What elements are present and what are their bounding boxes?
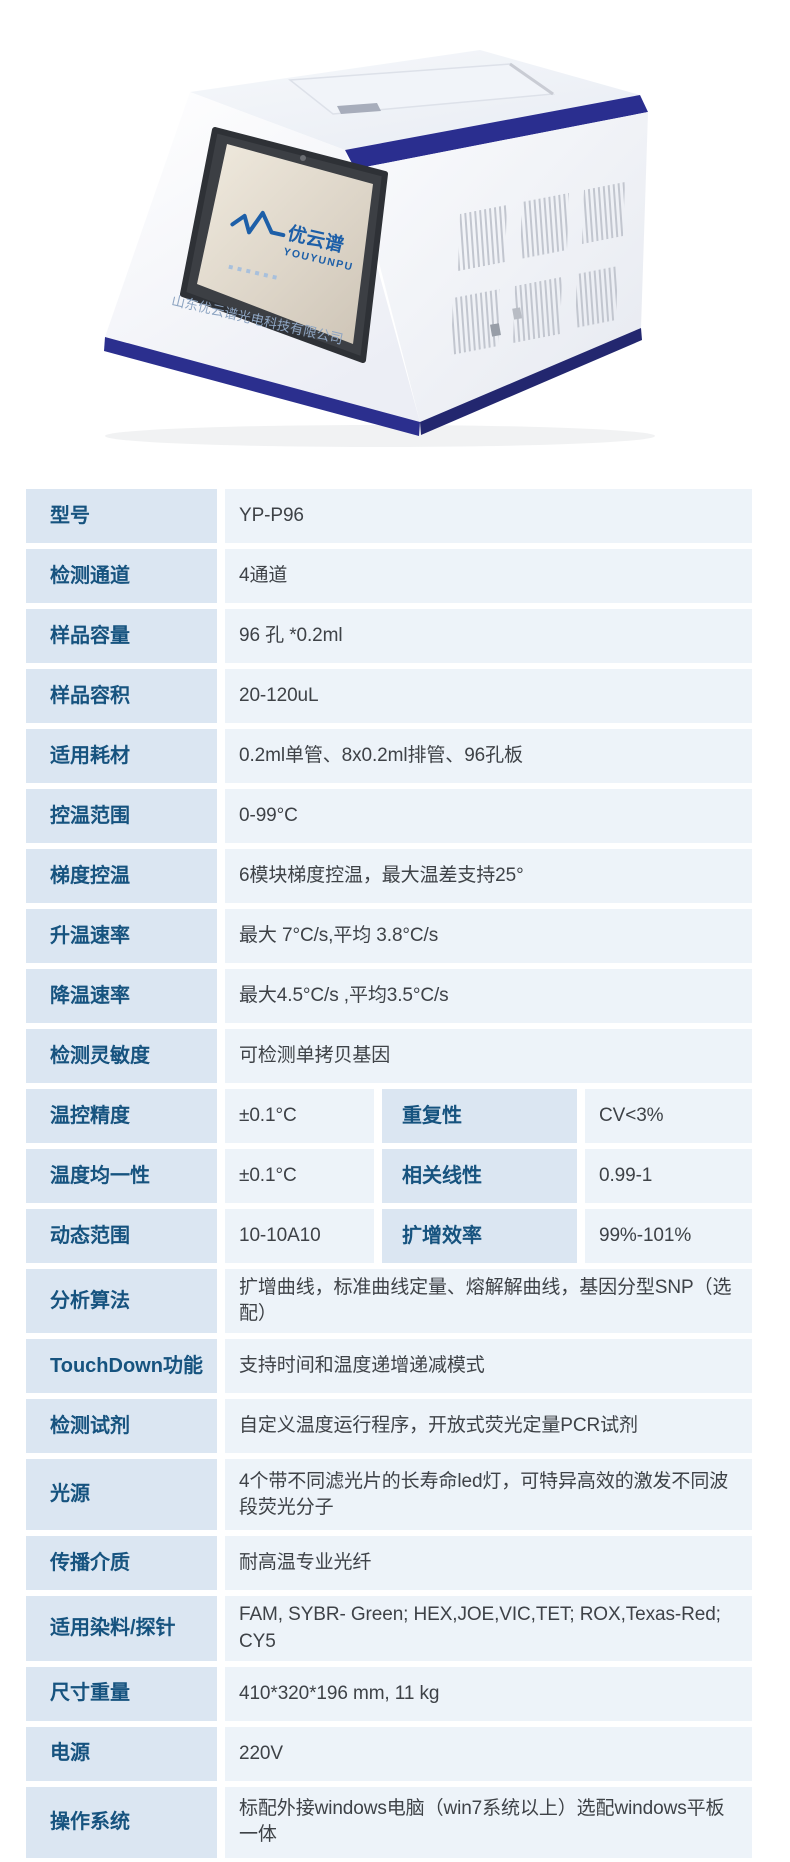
spec-label: 操作系统 bbox=[26, 1786, 217, 1858]
navy-base-right bbox=[420, 328, 642, 435]
spec-label: 适用耗材 bbox=[26, 729, 217, 783]
spec-row: 梯度控温 6模块梯度控温，最大温差支持25° bbox=[26, 849, 752, 903]
spec-label: 检测灵敏度 bbox=[26, 1029, 217, 1083]
spec-value: CV<3% bbox=[585, 1089, 752, 1143]
spec-row: 温度均一性 ±0.1°C 相关线性 0.99-1 bbox=[26, 1149, 752, 1203]
lid-back-edge bbox=[509, 62, 554, 96]
device-right-face bbox=[355, 112, 648, 422]
spec-row: 适用耗材 0.2ml单管、8x0.2ml排管、96孔板 bbox=[26, 729, 752, 783]
spec-value: 可检测单拷贝基因 bbox=[225, 1029, 752, 1083]
spec-row: 动态范围 10-10A10 扩增效率 99%-101% bbox=[26, 1209, 752, 1263]
spec-label: 扩增效率 bbox=[382, 1209, 577, 1263]
screen-camera bbox=[300, 155, 306, 161]
spec-value: 220V bbox=[225, 1726, 752, 1781]
spec-value: 0-99°C bbox=[225, 789, 752, 843]
spec-label: 分析算法 bbox=[26, 1269, 217, 1334]
spec-label: 重复性 bbox=[382, 1089, 577, 1143]
spec-value: FAM, SYBR- Green; HEX,JOE,VIC,TET; ROX,T… bbox=[225, 1596, 752, 1661]
spec-label: 样品容积 bbox=[26, 669, 217, 723]
spec-value: 20-120uL bbox=[225, 669, 752, 723]
spec-row: 尺寸重量 410*320*196 mm, 11 kg bbox=[26, 1666, 752, 1721]
spec-label: 检测通道 bbox=[26, 549, 217, 603]
lid-handle bbox=[337, 103, 381, 114]
usb-port bbox=[512, 307, 522, 320]
spec-value: 99%-101% bbox=[585, 1209, 752, 1263]
logo-pulse-icon bbox=[230, 210, 286, 238]
spec-value: 标配外接windows电脑（win7系统以上）选配windows平板一体 bbox=[225, 1786, 752, 1858]
spec-row: 样品容量 96 孔 *0.2ml bbox=[26, 609, 752, 663]
product-image: 优云谱 YOUYUNPU 山东优云谱光电科技有限公司 bbox=[85, 22, 705, 452]
spec-value: 最大4.5°C/s ,平均3.5°C/s bbox=[225, 969, 752, 1023]
spec-label: 温控精度 bbox=[26, 1089, 217, 1143]
loading-dots bbox=[228, 264, 277, 280]
spec-label: 样品容量 bbox=[26, 609, 217, 663]
power-port bbox=[490, 323, 501, 337]
spec-label: 控温范围 bbox=[26, 789, 217, 843]
pcr-instrument-illustration: 优云谱 YOUYUNPU 山东优云谱光电科技有限公司 bbox=[104, 50, 655, 447]
ground-shadow bbox=[105, 425, 655, 447]
spec-row: 降温速率 最大4.5°C/s ,平均3.5°C/s bbox=[26, 969, 752, 1023]
spec-row: 样品容积 20-120uL bbox=[26, 669, 752, 723]
spec-label: 光源 bbox=[26, 1459, 217, 1531]
navy-base-front bbox=[104, 337, 420, 436]
spec-row: 电源 220V bbox=[26, 1726, 752, 1781]
spec-row: 光源 4个带不同滤光片的长寿命led灯，可特异高效的激发不同波段荧光分子 bbox=[26, 1459, 752, 1531]
spec-label: 尺寸重量 bbox=[26, 1666, 217, 1721]
spec-value: 0.99-1 bbox=[585, 1149, 752, 1203]
spec-label: 相关线性 bbox=[382, 1149, 577, 1203]
spec-value: 4通道 bbox=[225, 549, 752, 603]
spec-label: TouchDown功能 bbox=[26, 1339, 217, 1394]
spec-label: 适用染料/探针 bbox=[26, 1596, 217, 1661]
spec-label: 传播介质 bbox=[26, 1536, 217, 1591]
spec-value: 410*320*196 mm, 11 kg bbox=[225, 1666, 752, 1721]
spec-value: 扩增曲线，标准曲线定量、熔解解曲线，基因分型SNP（选配） bbox=[225, 1269, 752, 1334]
spec-value: 耐高温专业光纤 bbox=[225, 1536, 752, 1591]
spec-value: 0.2ml单管、8x0.2ml排管、96孔板 bbox=[225, 729, 752, 783]
spec-value: 自定义温度运行程序，开放式荧光定量PCR试剂 bbox=[225, 1399, 752, 1454]
spec-value: 6模块梯度控温，最大温差支持25° bbox=[225, 849, 752, 903]
navy-top-stripe bbox=[345, 95, 648, 169]
spec-label: 动态范围 bbox=[26, 1209, 217, 1263]
spec-row: 适用染料/探针 FAM, SYBR- Green; HEX,JOE,VIC,TET… bbox=[26, 1596, 752, 1661]
spec-value: YP-P96 bbox=[225, 489, 752, 543]
spec-row: 操作系统 标配外接windows电脑（win7系统以上）选配windows平板一体 bbox=[26, 1786, 752, 1858]
spec-value: 96 孔 *0.2ml bbox=[225, 609, 752, 663]
spec-label: 电源 bbox=[26, 1726, 217, 1781]
spec-value: 4个带不同滤光片的长寿命led灯，可特异高效的激发不同波段荧光分子 bbox=[225, 1459, 752, 1531]
spec-row: 检测灵敏度 可检测单拷贝基因 bbox=[26, 1029, 752, 1083]
spec-label: 型号 bbox=[26, 489, 217, 543]
spec-row: 温控精度 ±0.1°C 重复性 CV<3% bbox=[26, 1089, 752, 1143]
spec-row: 分析算法 扩增曲线，标准曲线定量、熔解解曲线，基因分型SNP（选配） bbox=[26, 1269, 752, 1334]
spec-table: 型号 YP-P96 检测通道 4通道 样品容量 96 孔 *0.2ml 样品容积 20-120… bbox=[26, 489, 752, 1858]
spec-value: 支持时间和温度递增递减模式 bbox=[225, 1339, 752, 1394]
spec-label: 梯度控温 bbox=[26, 849, 217, 903]
spec-label: 降温速率 bbox=[26, 969, 217, 1023]
spec-value: 10-10A10 bbox=[225, 1209, 374, 1263]
spec-label: 升温速率 bbox=[26, 909, 217, 963]
vent-grille bbox=[451, 182, 625, 355]
spec-row: 型号 YP-P96 bbox=[26, 489, 752, 543]
spec-value: ±0.1°C bbox=[225, 1149, 374, 1203]
spec-row: 检测试剂 自定义温度运行程序，开放式荧光定量PCR试剂 bbox=[26, 1399, 752, 1454]
spec-row: 检测通道 4通道 bbox=[26, 549, 752, 603]
spec-row: 传播介质 耐高温专业光纤 bbox=[26, 1536, 752, 1591]
spec-row: TouchDown功能 支持时间和温度递增递减模式 bbox=[26, 1339, 752, 1394]
spec-value: 最大 7°C/s,平均 3.8°C/s bbox=[225, 909, 752, 963]
spec-row: 控温范围 0-99°C bbox=[26, 789, 752, 843]
spec-value: ±0.1°C bbox=[225, 1089, 374, 1143]
spec-row: 升温速率 最大 7°C/s,平均 3.8°C/s bbox=[26, 909, 752, 963]
spec-label: 检测试剂 bbox=[26, 1399, 217, 1454]
spec-label: 温度均一性 bbox=[26, 1149, 217, 1203]
